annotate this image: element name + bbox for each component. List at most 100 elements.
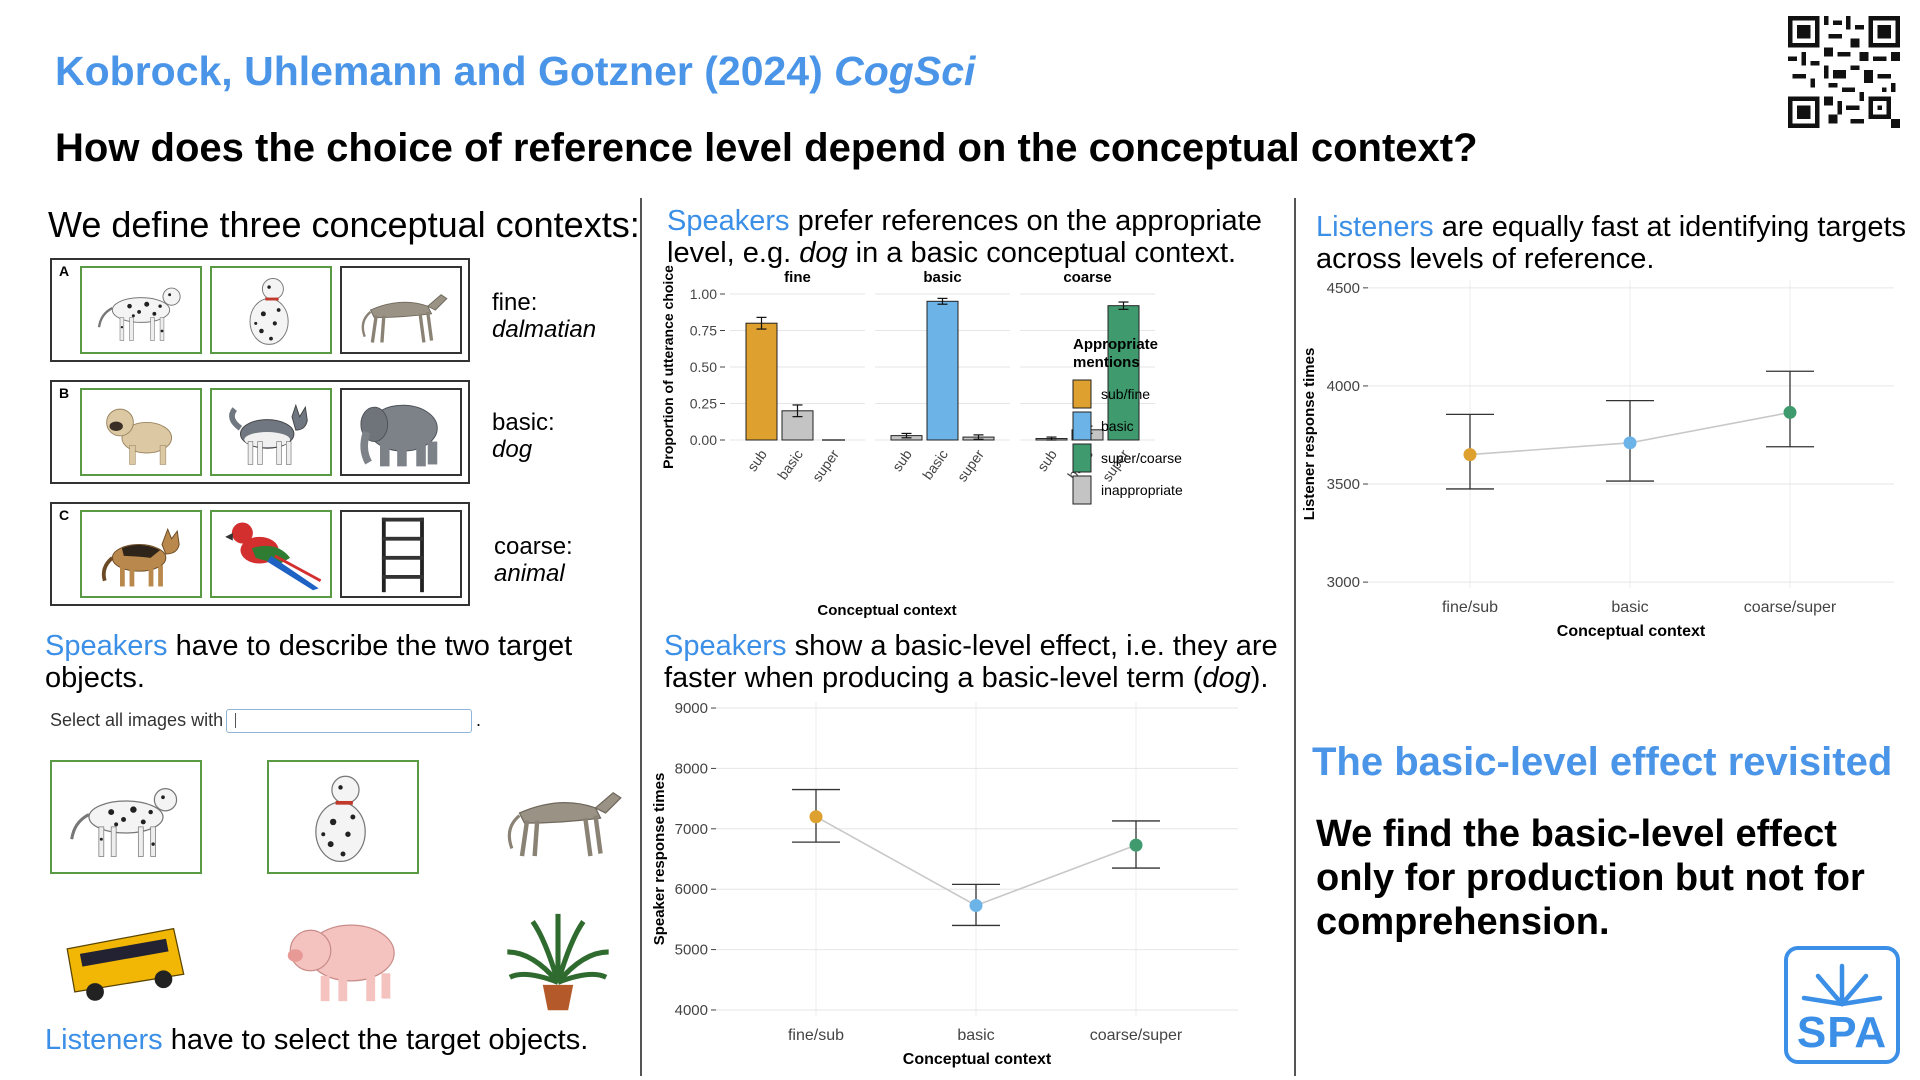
context-label-fine: fine: dalmatian [492,289,596,343]
bar [926,300,959,441]
context-level: fine: [492,289,538,316]
y-tick-label: 4500 [1327,280,1360,297]
grid-dalmatian-standing[interactable] [50,760,202,874]
context-label-coarse: coarse: animal [494,533,573,587]
utterance-choice-chart: 0.00 0.25 0.50 0.75 1.00 Proportion of uttera… [660,265,1183,619]
y-tick-label: 9000 [675,700,708,717]
listeners-select-text: Listeners have to select the target obje… [45,1024,635,1056]
speakers-basic-effect-text: Speakers show a basic-level effect, i.e.… [664,630,1290,694]
grid-pig[interactable] [270,896,422,1010]
spa-logo-text: SPA [1796,1008,1888,1057]
greyhound-image [340,266,462,354]
speakers-word: Speakers [664,630,787,662]
listener-response-times-chart: 3000 3500 4000 4500 fine/sub basic coarse/supe… [1301,280,1894,640]
context-term: dog [492,436,533,463]
context-label-basic: basic: dog [492,409,555,463]
german-shepherd-image [80,510,202,598]
y-tick-label: 4000 [675,1002,708,1019]
listeners-fast-text: Listeners are equally fast at identifyin… [1316,211,1916,275]
speaker-response-times-chart: 4000 5000 6000 7000 8000 9000 fine/sub basic coa… [651,700,1238,1068]
data-point [809,810,823,824]
legend-swatch [1072,475,1092,505]
context-letter: B [59,385,70,401]
qr-code-icon[interactable] [1788,16,1900,128]
y-tick-label: 4000 [1327,378,1360,395]
y-tick-label: 0.50 [690,359,717,375]
y-tick-label: 6000 [675,881,708,898]
pug-image [80,388,202,476]
husky-image [210,388,332,476]
grid-potted-palm[interactable] [482,900,634,1014]
y-tick-label: 3500 [1327,476,1360,493]
x-tick-label: coarse/super [1744,599,1837,616]
y-axis-label: Speaker response times [651,773,668,946]
speakers-prefer-b: in a basic conceptual context. [847,237,1237,269]
legend-title-line: Appropriate [1073,336,1158,353]
x-tick-label: coarse/super [1090,1027,1183,1044]
contexts-heading: We define three conceptual contexts: [48,204,640,245]
data-point [1463,448,1477,462]
authors: Kobrock, Uhlemann and Gotzner (2024) [55,48,823,94]
y-tick-label: 0.25 [690,396,717,412]
x-tick-label: sub [744,446,770,474]
legend-title-line: mentions [1073,354,1140,371]
legend-swatch [1072,443,1092,473]
grid-dalmatian-sitting[interactable] [267,760,419,874]
speakers-describe-text: Speakers have to describe the two target… [45,630,625,694]
elephant-image [340,388,462,476]
context-letter: A [59,263,70,279]
y-tick-label: 5000 [675,942,708,959]
sunburst-icon [1801,963,1883,1007]
speakers-effect-b: ). [1250,662,1269,694]
y-tick-label: 3000 [1327,574,1360,591]
context-level: coarse: [494,533,573,560]
x-tick-label: basic [1611,599,1648,616]
listeners-fast-sentence: are equally fast at identifying targets … [1316,211,1906,275]
x-axis-label: Conceptual context [817,602,956,619]
venue: CogSci [834,48,976,94]
x-tick-label: sub [1034,446,1060,474]
x-tick-label: sub [889,446,915,474]
parrot-image [210,510,332,598]
grid-school-bus[interactable] [52,902,204,1016]
speakers-prefer-a: prefer references on the appropriate lev… [667,205,1262,269]
y-tick-label: 1.00 [690,286,717,302]
context-level: basic: [492,409,555,436]
x-tick-label: basic [919,447,951,483]
spa-logo: SPA [1784,946,1900,1064]
research-question: How does the choice of reference level d… [55,126,1478,170]
dalmatian-standing-image [80,266,202,354]
facet-label: fine [784,269,811,286]
grid-greyhound[interactable] [484,756,636,870]
column-divider [1294,198,1296,1076]
data-point [1623,436,1637,450]
dalmatian-sitting-image [210,266,332,354]
speakers-effect-term: dog [1202,662,1251,694]
conclusion-body: We find the basic-level effect only for … [1316,813,1865,943]
legend-label: basic [1101,418,1134,434]
x-axis-label: Conceptual context [903,1051,1052,1068]
speakers-prefer-text: Speakers prefer references on the approp… [667,205,1287,269]
speakers-word: Speakers [667,205,790,237]
x-tick-label: fine/sub [788,1027,844,1044]
x-tick-label: basic [957,1027,994,1044]
listeners-word: Listeners [45,1024,163,1056]
legend-label: sub/fine [1101,386,1150,402]
facet-label: basic [923,269,961,286]
context-term: animal [494,560,565,587]
column-divider [640,198,642,1076]
authors-line: Kobrock, Uhlemann and Gotzner (2024) Cog… [55,48,975,95]
y-tick-label: 7000 [675,821,708,838]
listeners-sentence: have to select the target objects. [162,1024,589,1056]
y-axis-label: Proportion of utterance choice [660,265,676,469]
legend-swatch [1072,411,1092,441]
speakers-prefer-term: dog [799,237,848,269]
x-tick-label: basic [774,447,806,483]
context-letter: C [59,507,70,523]
data-point [969,898,983,912]
facet-label: coarse [1063,269,1111,286]
description-input[interactable] [226,709,472,733]
legend-label: inappropriate [1101,482,1183,498]
x-tick-label: super [954,446,987,484]
y-tick-label: 8000 [675,760,708,777]
